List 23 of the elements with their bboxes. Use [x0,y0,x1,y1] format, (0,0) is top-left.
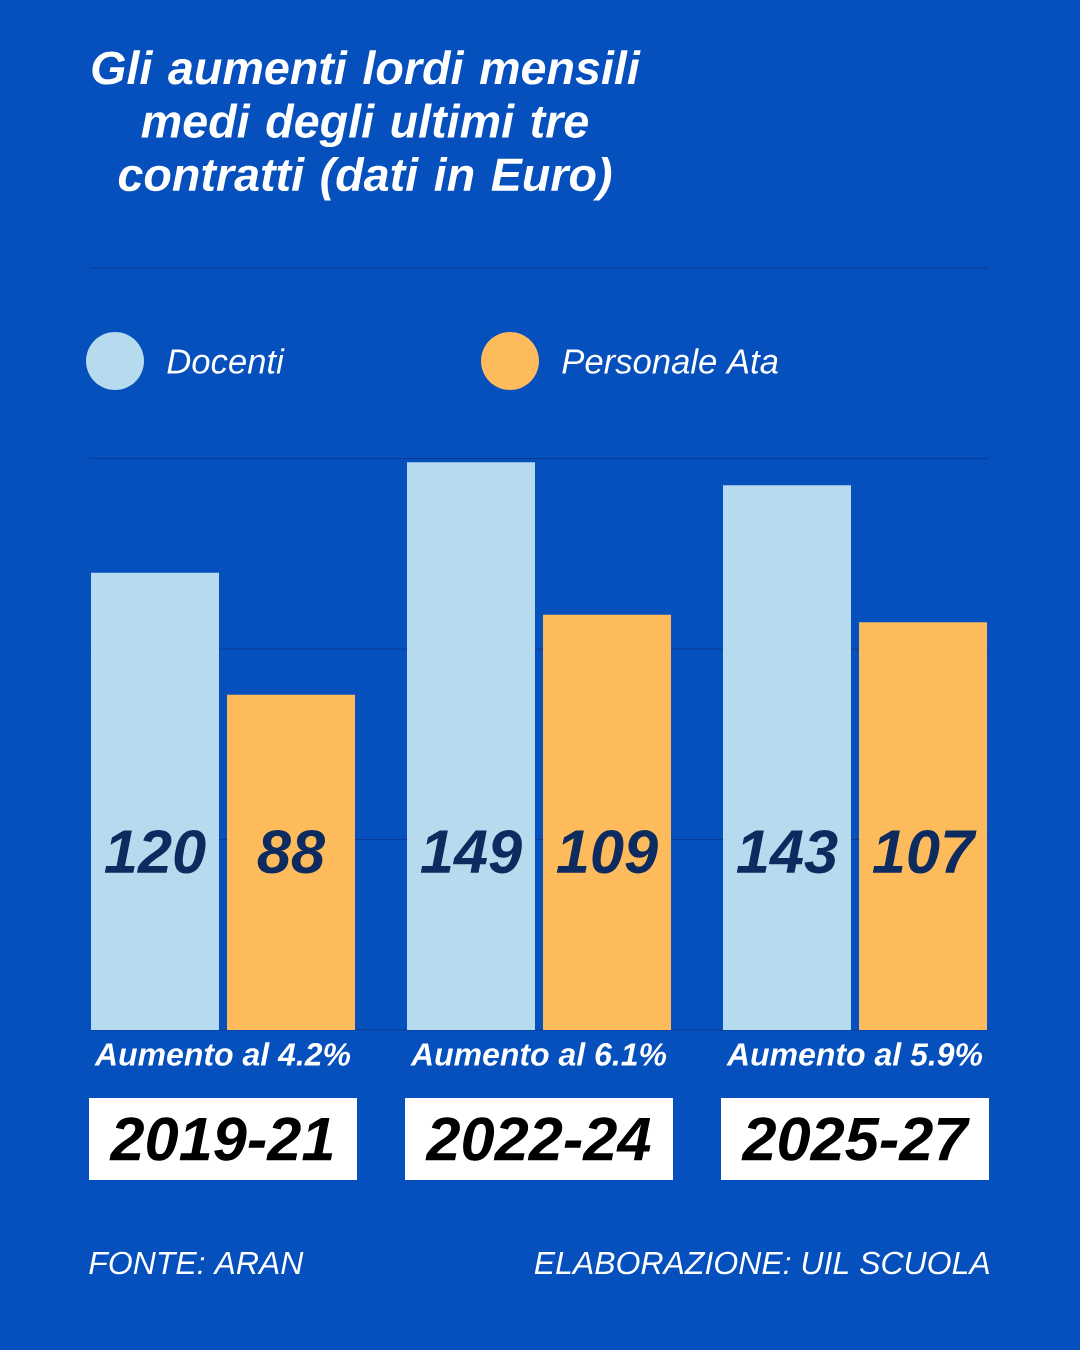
text: Aumento al 5.9% [726,1042,983,1066]
text: ELABORAZIONE: UIL SCUOLA [534,1251,989,1275]
data-label: 143 [736,830,838,874]
bar [227,694,356,1031]
data-label: 109 [556,830,658,874]
data-label: 107 [872,830,977,874]
bar [91,572,219,1031]
text: Aumento al 6.1% [410,1042,667,1066]
data-label: 149 [420,830,522,874]
x-tick-label: 2022-24 [425,1117,651,1161]
text: Aumento al 4.2% [94,1042,351,1066]
x-tick-label: 2025-27 [741,1117,970,1161]
chart-title: Gli aumenti lordi mensili medi degli ultimi tre contratti (dati in Euro) [92,50,641,201]
legend-label: Personale Ata [562,348,778,374]
bar [407,462,535,1031]
data-label: 120 [104,830,206,874]
source-note: FONTE: ARAN [89,1251,304,1275]
bar [543,614,671,1031]
x-tick-label: 2019-21 [109,1117,333,1161]
data-label: 88 [257,830,326,874]
bar [723,485,851,1031]
legend-label: Docenti [167,348,285,374]
bar [859,622,987,1031]
